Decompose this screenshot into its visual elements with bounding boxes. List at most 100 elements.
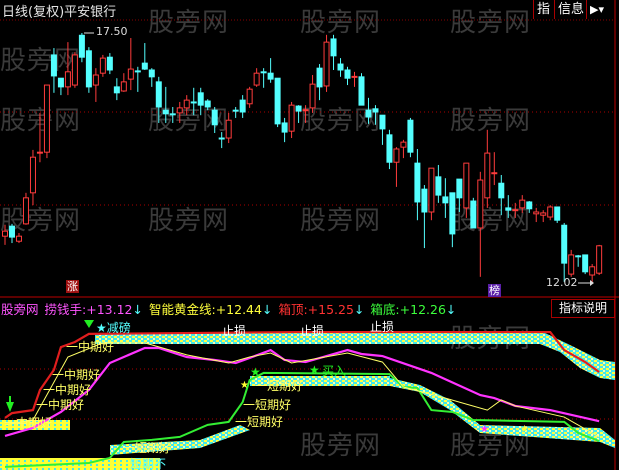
candle-down[interactable]: [358, 76, 365, 106]
candle-up[interactable]: [302, 109, 309, 112]
candle-down[interactable]: [379, 114, 386, 130]
band-mid: [250, 376, 390, 386]
candle-up[interactable]: [71, 54, 78, 86]
candle-down[interactable]: [85, 50, 92, 88]
candle-down[interactable]: [148, 69, 155, 78]
band-left: [0, 420, 70, 430]
candle-down[interactable]: [498, 182, 505, 199]
candle-down[interactable]: [365, 109, 372, 118]
candle-down[interactable]: [239, 99, 246, 113]
indicator-explain-button[interactable]: 指标说明: [551, 299, 615, 318]
candle-down[interactable]: [197, 92, 204, 106]
candle-down[interactable]: [113, 86, 120, 94]
candle-down[interactable]: [260, 71, 267, 74]
candle-up[interactable]: [120, 81, 127, 92]
candle-down[interactable]: [526, 201, 533, 210]
candle-up[interactable]: [491, 172, 498, 175]
candle-down[interactable]: [435, 176, 442, 196]
candle-down[interactable]: [295, 105, 302, 112]
candle-down[interactable]: [561, 224, 568, 264]
candle-up[interactable]: [393, 148, 400, 163]
candle-up[interactable]: [519, 199, 526, 209]
candle-down[interactable]: [316, 67, 323, 88]
candle-down[interactable]: [204, 100, 211, 108]
candle-up[interactable]: [428, 167, 435, 213]
candle-down[interactable]: [449, 192, 456, 235]
candle-up[interactable]: [596, 245, 603, 274]
candle-up[interactable]: [540, 212, 547, 216]
item-value: +13.12: [86, 302, 133, 317]
candle-up[interactable]: [176, 107, 183, 114]
candle-up[interactable]: [309, 83, 316, 109]
candle-down[interactable]: [330, 38, 337, 57]
candle-up[interactable]: [29, 156, 36, 194]
candle-down[interactable]: [155, 81, 162, 108]
candle-down[interactable]: [344, 69, 351, 79]
candle-up[interactable]: [351, 75, 358, 78]
candle-up[interactable]: [589, 266, 596, 276]
candle-up[interactable]: [253, 72, 260, 86]
rise-marker[interactable]: 涨: [66, 280, 79, 293]
high-price-label: 17.50: [96, 25, 128, 38]
rank-marker[interactable]: 榜: [488, 284, 501, 297]
candle-down[interactable]: [407, 119, 414, 153]
candle-down[interactable]: [106, 56, 113, 71]
candle-up[interactable]: [484, 152, 491, 199]
period-label[interactable]: 日线(复权): [2, 5, 65, 20]
candle-up[interactable]: [568, 254, 575, 275]
candle-down[interactable]: [57, 77, 64, 88]
candle-down[interactable]: [582, 254, 589, 273]
candle-up[interactable]: [99, 57, 106, 74]
candle-down[interactable]: [78, 34, 85, 58]
candle-down[interactable]: [169, 113, 176, 116]
candle-down[interactable]: [386, 134, 393, 163]
candle-up[interactable]: [288, 104, 295, 132]
candle-up[interactable]: [92, 74, 99, 86]
candle-down[interactable]: [8, 225, 15, 238]
mid-term-good-label: 一中期好: [66, 340, 115, 354]
candle-down[interactable]: [267, 72, 274, 80]
candle-down[interactable]: [274, 77, 281, 125]
candle-up[interactable]: [64, 71, 71, 88]
candle-up[interactable]: [225, 119, 232, 139]
play-arrow-icon[interactable]: ▶▾: [586, 0, 607, 19]
info-button[interactable]: 信息: [554, 0, 587, 19]
candle-up[interactable]: [533, 211, 540, 215]
candle-down[interactable]: [421, 188, 428, 213]
candle-up[interactable]: [2, 230, 8, 237]
candle-down[interactable]: [162, 109, 169, 115]
candle-down[interactable]: [141, 62, 148, 70]
candle-up[interactable]: [43, 84, 50, 153]
candle-up[interactable]: [183, 99, 190, 109]
candle-up[interactable]: [547, 206, 554, 218]
candle-up[interactable]: [36, 151, 43, 154]
candle-down[interactable]: [211, 109, 218, 126]
candle-down[interactable]: [50, 54, 57, 77]
candle-up[interactable]: [400, 141, 407, 148]
candle-down[interactable]: [281, 122, 288, 133]
candle-down[interactable]: [456, 178, 463, 199]
candle-up[interactable]: [15, 235, 22, 242]
candle-up[interactable]: [22, 197, 29, 225]
candle-up[interactable]: [512, 209, 519, 212]
candle-down[interactable]: [554, 206, 561, 221]
candle-down[interactable]: [232, 109, 239, 112]
candle-down[interactable]: [372, 108, 379, 113]
indicator-button[interactable]: 指: [533, 0, 553, 19]
candle-up[interactable]: [463, 162, 470, 209]
candle-up[interactable]: [477, 179, 484, 229]
candle-up[interactable]: [127, 68, 134, 80]
stop-loss-signal: 止损: [370, 320, 395, 334]
candle-down[interactable]: [414, 162, 421, 203]
candle-down[interactable]: [470, 200, 477, 229]
candle-down[interactable]: [505, 207, 512, 211]
candle-down[interactable]: [442, 196, 449, 204]
candle-down[interactable]: [575, 255, 582, 258]
candle-down[interactable]: [337, 63, 344, 71]
candle-down[interactable]: [190, 101, 197, 104]
candle-up[interactable]: [246, 88, 253, 105]
candle-down[interactable]: [134, 70, 141, 73]
candle-down[interactable]: [218, 137, 225, 140]
candle-up[interactable]: [323, 41, 330, 87]
